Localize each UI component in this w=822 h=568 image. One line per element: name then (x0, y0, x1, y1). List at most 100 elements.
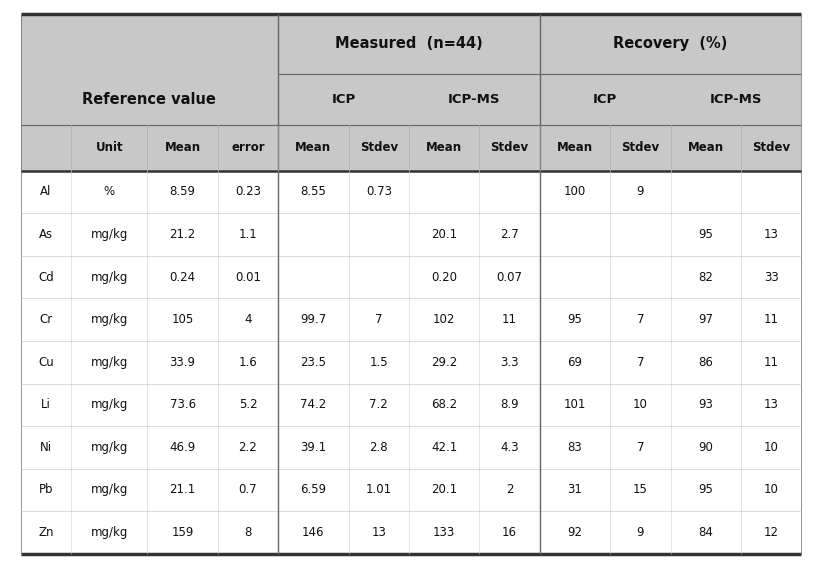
Text: 2.8: 2.8 (369, 441, 388, 454)
Text: 42.1: 42.1 (431, 441, 457, 454)
Bar (21, 383, 801, 426)
Text: mg/kg: mg/kg (90, 526, 128, 539)
Bar (21, 14, 801, 74)
Text: 92: 92 (567, 526, 583, 539)
Text: 16: 16 (502, 526, 517, 539)
Bar (21, 298, 801, 341)
Text: 1.1: 1.1 (238, 228, 257, 241)
Text: 7: 7 (375, 313, 382, 326)
Text: 11: 11 (764, 313, 778, 326)
Text: 15: 15 (633, 483, 648, 496)
Text: 8.59: 8.59 (169, 186, 196, 198)
Bar (21, 74, 801, 125)
Text: 7: 7 (637, 356, 644, 369)
Text: Cd: Cd (38, 270, 53, 283)
Text: 84: 84 (699, 526, 713, 539)
Text: Zn: Zn (38, 526, 53, 539)
Text: 0.23: 0.23 (235, 186, 261, 198)
Text: 20.1: 20.1 (431, 228, 457, 241)
Text: 69: 69 (567, 356, 583, 369)
Text: 146: 146 (302, 526, 325, 539)
Text: 74.2: 74.2 (300, 398, 326, 411)
Text: Pb: Pb (39, 483, 53, 496)
Bar (21, 511, 801, 554)
Text: 1.5: 1.5 (369, 356, 388, 369)
Text: 2: 2 (506, 483, 513, 496)
Text: 13: 13 (764, 398, 778, 411)
Text: 101: 101 (564, 398, 586, 411)
Text: 12: 12 (764, 526, 778, 539)
Text: mg/kg: mg/kg (90, 313, 128, 326)
Text: 0.7: 0.7 (238, 483, 257, 496)
Text: 13: 13 (372, 526, 386, 539)
Text: 21.1: 21.1 (169, 483, 196, 496)
Text: 31: 31 (567, 483, 583, 496)
Text: ICP-MS: ICP-MS (448, 93, 501, 106)
Text: 159: 159 (172, 526, 194, 539)
Text: 90: 90 (699, 441, 713, 454)
Bar (21, 256, 801, 298)
Text: As: As (39, 228, 53, 241)
Text: 0.07: 0.07 (496, 270, 523, 283)
Text: Mean: Mean (295, 141, 331, 154)
Text: 95: 95 (699, 228, 713, 241)
Text: 10: 10 (764, 441, 778, 454)
Text: Ni: Ni (39, 441, 52, 454)
Text: 20.1: 20.1 (431, 483, 457, 496)
Bar (21, 171, 801, 213)
Bar (21, 341, 801, 383)
Text: 11: 11 (764, 356, 778, 369)
Text: 0.20: 0.20 (432, 270, 457, 283)
Text: mg/kg: mg/kg (90, 270, 128, 283)
Text: %: % (104, 186, 115, 198)
Text: Mean: Mean (688, 141, 724, 154)
Text: 8: 8 (244, 526, 252, 539)
Text: 0.73: 0.73 (366, 186, 392, 198)
Text: 133: 133 (433, 526, 455, 539)
Text: 1.01: 1.01 (366, 483, 392, 496)
Text: 93: 93 (699, 398, 713, 411)
Text: 21.2: 21.2 (169, 228, 196, 241)
Text: 9: 9 (637, 186, 644, 198)
Text: mg/kg: mg/kg (90, 483, 128, 496)
Text: 86: 86 (699, 356, 713, 369)
Text: 83: 83 (568, 441, 582, 454)
Text: 8.55: 8.55 (301, 186, 326, 198)
Text: 82: 82 (699, 270, 713, 283)
Text: Stdev: Stdev (491, 141, 529, 154)
Text: Unit: Unit (95, 141, 123, 154)
Text: ICP-MS: ICP-MS (710, 93, 762, 106)
Text: 4: 4 (244, 313, 252, 326)
Text: 95: 95 (567, 313, 583, 326)
Text: 9: 9 (637, 526, 644, 539)
Text: 7: 7 (637, 441, 644, 454)
Text: Cu: Cu (38, 356, 53, 369)
Text: Mean: Mean (426, 141, 462, 154)
Text: 105: 105 (172, 313, 194, 326)
Text: Mean: Mean (164, 141, 201, 154)
Text: ICP: ICP (331, 93, 356, 106)
Text: Al: Al (40, 186, 52, 198)
Text: 29.2: 29.2 (431, 356, 457, 369)
Text: 97: 97 (699, 313, 713, 326)
Text: Li: Li (41, 398, 51, 411)
Text: 68.2: 68.2 (431, 398, 457, 411)
Text: 2.7: 2.7 (501, 228, 519, 241)
Text: 7.2: 7.2 (369, 398, 388, 411)
Text: 2.2: 2.2 (238, 441, 257, 454)
Text: 33: 33 (764, 270, 778, 283)
Text: Reference value: Reference value (82, 91, 216, 107)
Text: 102: 102 (433, 313, 455, 326)
Text: 95: 95 (699, 483, 713, 496)
Text: Stdev: Stdev (360, 141, 398, 154)
Text: 1.6: 1.6 (238, 356, 257, 369)
Text: ICP: ICP (593, 93, 617, 106)
Text: Mean: Mean (557, 141, 593, 154)
Text: 73.6: 73.6 (169, 398, 196, 411)
Text: Stdev: Stdev (621, 141, 659, 154)
Bar (21, 125, 801, 171)
Text: 6.59: 6.59 (300, 483, 326, 496)
Text: 99.7: 99.7 (300, 313, 326, 326)
Text: mg/kg: mg/kg (90, 356, 128, 369)
Text: 0.01: 0.01 (235, 270, 261, 283)
